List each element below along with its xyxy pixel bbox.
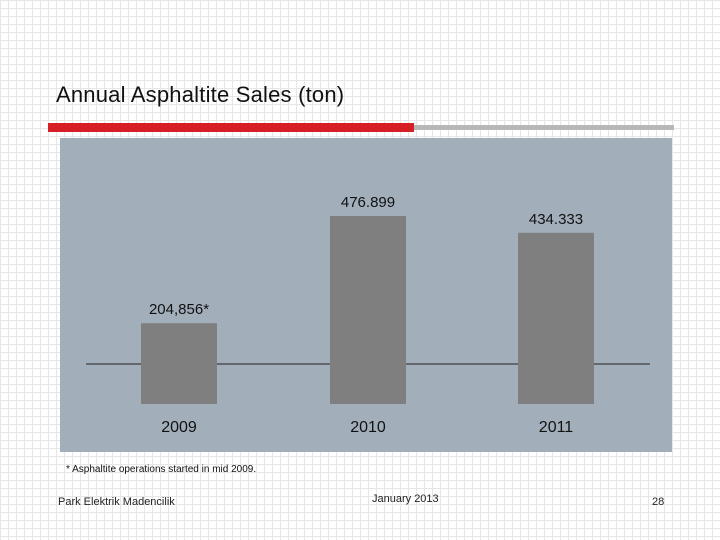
data-label-2009: 204,856* — [149, 301, 209, 318]
title-underline-red — [48, 123, 414, 132]
footer-date: January 2013 — [372, 493, 439, 505]
data-label-2011: 434.333 — [529, 211, 583, 228]
data-label-2010: 476.899 — [341, 194, 395, 211]
bar-chart: 204,856* 2009 476.899 2010 434.333 2011 — [86, 194, 650, 436]
bar-2009 — [141, 323, 217, 404]
category-label-2009: 2009 — [161, 419, 197, 436]
category-label-2011: 2011 — [539, 419, 574, 436]
footnote: * Asphaltite operations started in mid 2… — [66, 464, 257, 475]
bar-2010 — [330, 216, 406, 404]
title-underline-gray — [414, 125, 674, 130]
slide-title: Annual Asphaltite Sales (ton) — [56, 82, 345, 107]
footer-company: Park Elektrik Madencilik — [58, 496, 175, 508]
bar-2011 — [518, 232, 594, 404]
category-label-2010: 2010 — [350, 419, 386, 436]
chart-panel: 204,856* 2009 476.899 2010 434.333 2011 — [60, 138, 672, 452]
page-number: 28 — [652, 496, 665, 508]
